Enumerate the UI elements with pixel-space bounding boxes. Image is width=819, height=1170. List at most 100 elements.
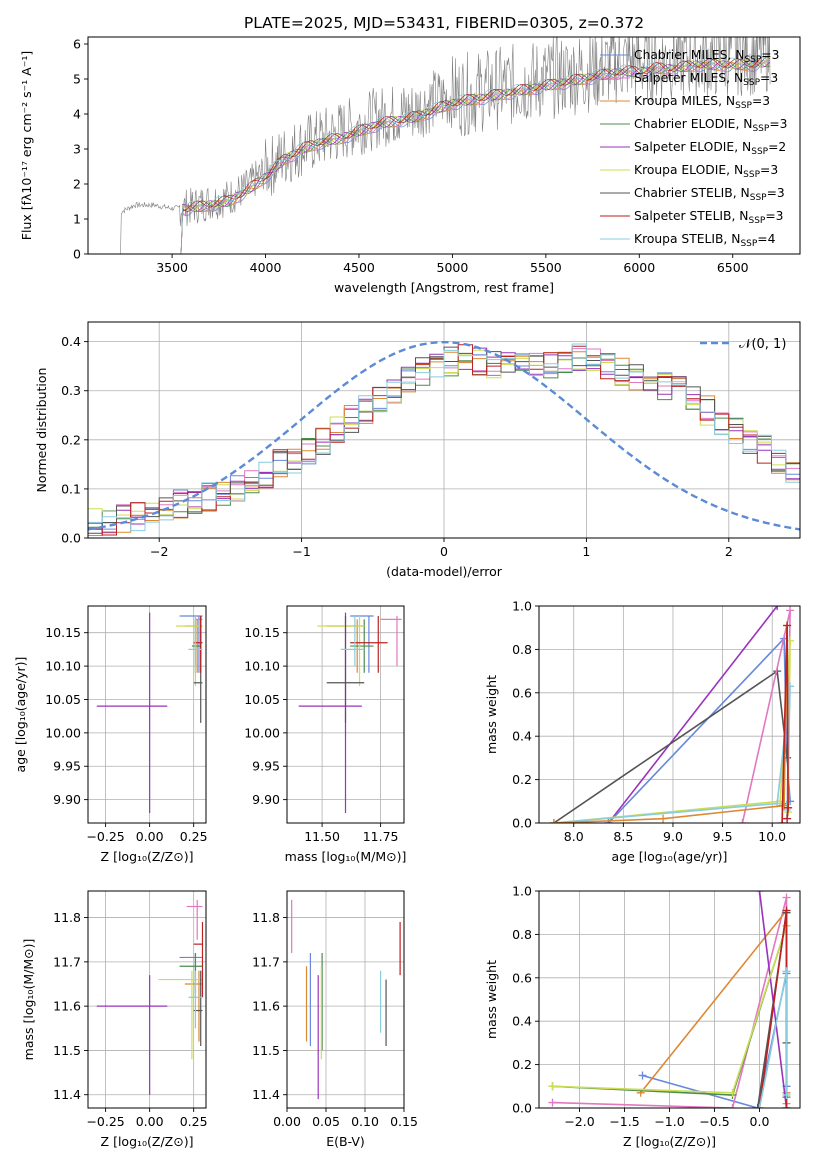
x-tick-label: −1.0 (654, 1114, 684, 1129)
y-tick-label: 4 (73, 107, 81, 122)
x-tick-label: −0.5 (699, 1114, 729, 1129)
weight-marker-8-2 (782, 1090, 791, 1099)
x-tick-label: 0.25 (180, 1114, 208, 1129)
panel-mass-vs-Z: −0.25 0.00 0.25 11.4 11.5 11.6 11.7 11.8 Z [log₁… (21, 890, 208, 1149)
x-tick-label: −2.0 (564, 1114, 594, 1129)
y-tick-label: 0.2 (512, 772, 532, 787)
weight-marker-7-3 (783, 814, 792, 823)
y-axis-label: mass weight (484, 675, 499, 754)
model-line-7 (179, 55, 771, 254)
gaussian-curve (88, 341, 800, 531)
model-line-4 (179, 60, 771, 254)
y-tick-label: 0 (73, 247, 81, 262)
y-tick-label: 0.6 (512, 970, 532, 985)
spectrum-data-line (119, 37, 771, 254)
x-axis-label: Z [log₁₀(Z/Z⊙)] (623, 1134, 716, 1149)
histogram-series-8 (88, 343, 800, 538)
weight-marker-4-0 (755, 891, 764, 895)
y-tick-label: 0.4 (512, 1014, 532, 1029)
y-tick-label: 0.3 (61, 383, 81, 398)
x-tick-label: 0.15 (390, 1114, 418, 1129)
model-line-8 (179, 56, 771, 254)
y-tick-label: 10.15 (244, 625, 280, 640)
y-tick-label: 0.0 (61, 531, 81, 546)
x-tick-label: 1 (582, 544, 590, 559)
legend-label-7: Salpeter STELIB, NSSP=3 (634, 209, 784, 226)
weight-marker-7-1 (783, 621, 792, 630)
axes-frame (87, 36, 801, 255)
weight-marker-3-1 (786, 606, 795, 615)
axes-frame (286, 605, 405, 824)
y-tick-label: 11.7 (53, 954, 81, 969)
plot-area (287, 891, 404, 1108)
x-tick-label: 9.0 (663, 829, 683, 844)
weight-marker-5-1 (728, 1088, 737, 1097)
x-axis-label: Z [log₁₀(Z/Z⊙)] (101, 849, 194, 864)
plot-area (119, 37, 771, 254)
panel-age-vs-mass: 11.50 11.75 9.90 9.95 10.00 10.05 10.10 10.15 ma… (244, 605, 406, 864)
weight-marker-7-0 (778, 819, 787, 823)
y-tick-label: 11.7 (252, 954, 280, 969)
weight-marker-5-0 (548, 1082, 557, 1091)
weight-marker-7-2 (782, 1104, 791, 1108)
legend-label-3: Chabrier ELODIE, NSSP=3 (634, 117, 787, 134)
y-axis-label: age [log₁₀(age/yr)] (13, 657, 28, 773)
legend-label-1: Salpeter MILES, NSSP=3 (634, 71, 778, 88)
weight-marker-1-2 (782, 893, 791, 902)
y-axis-label: mass weight (484, 960, 499, 1039)
weight-marker-6-0 (549, 819, 558, 823)
plot-area (539, 891, 800, 1108)
x-tick-label: −1.5 (609, 1114, 639, 1129)
figure-title: PLATE=2025, MJD=53431, FIBERID=0305, z=0… (244, 14, 644, 32)
y-tick-label: 2 (73, 177, 81, 192)
legend-label-2: Kroupa MILES, NSSP=3 (634, 94, 770, 111)
weight-series-7 (781, 625, 789, 823)
x-axis-label: wavelength [Angstrom, rest frame] (334, 280, 554, 295)
x-tick-label: 11.75 (363, 829, 399, 844)
y-tick-label: 5 (73, 72, 81, 87)
weight-marker-1-0 (548, 1098, 557, 1107)
x-tick-label: −2 (150, 544, 168, 559)
y-axis-label: Flux [fλ10⁻¹⁷ erg cm⁻² s⁻¹ A⁻¹] (19, 51, 34, 240)
legend-label-gaussian: 𝒩(0, 1) (739, 337, 786, 352)
y-tick-label: 10.05 (45, 692, 81, 707)
weight-marker-0-0 (638, 1071, 647, 1080)
y-tick-label: 0.8 (512, 927, 532, 942)
x-tick-label: 0.00 (273, 1114, 301, 1129)
y-tick-label: 0.4 (512, 729, 532, 744)
x-tick-label: 6500 (717, 260, 749, 275)
legend-label-5: Kroupa ELODIE, NSSP=3 (634, 163, 778, 180)
x-tick-label: 10.0 (758, 829, 786, 844)
y-tick-label: 1 (73, 212, 81, 227)
x-tick-label: 0.00 (136, 1114, 164, 1129)
y-axis-label: Normed distribution (34, 368, 49, 493)
x-tick-label: −1 (292, 544, 310, 559)
y-tick-label: 10.10 (244, 659, 280, 674)
y-tick-label: 0.4 (61, 334, 81, 349)
y-tick-label: 11.5 (252, 1043, 280, 1058)
y-tick-label: 11.6 (53, 999, 81, 1014)
plot-area (88, 606, 206, 823)
plot-area (287, 606, 404, 823)
y-tick-label: 10.00 (45, 725, 81, 740)
y-tick-label: 11.4 (252, 1087, 280, 1102)
weight-marker-8-0 (755, 1104, 764, 1108)
x-tick-label: 4500 (343, 260, 375, 275)
weight-series-0 (607, 606, 778, 823)
x-tick-label: 0 (440, 544, 448, 559)
weight-marker-0-1 (773, 606, 782, 610)
y-tick-label: 0.2 (61, 432, 81, 447)
weight-marker-1-1 (728, 1104, 737, 1108)
x-tick-label: 2 (725, 544, 733, 559)
x-tick-label: 5500 (530, 260, 562, 275)
x-tick-label: 0.00 (136, 829, 164, 844)
weight-marker-8-1 (782, 967, 791, 976)
panel-mass-vs-ebv: 0.00 0.05 0.10 0.15 11.4 11.5 11.6 11.7 11.8 E(B-… (252, 890, 418, 1149)
y-tick-label: 10.00 (244, 725, 280, 740)
axes-frame (538, 605, 801, 824)
x-tick-label: 8.5 (613, 829, 633, 844)
model-line-1 (179, 60, 771, 254)
y-tick-label: 0.1 (61, 481, 81, 496)
histogram-series-6 (88, 346, 800, 538)
